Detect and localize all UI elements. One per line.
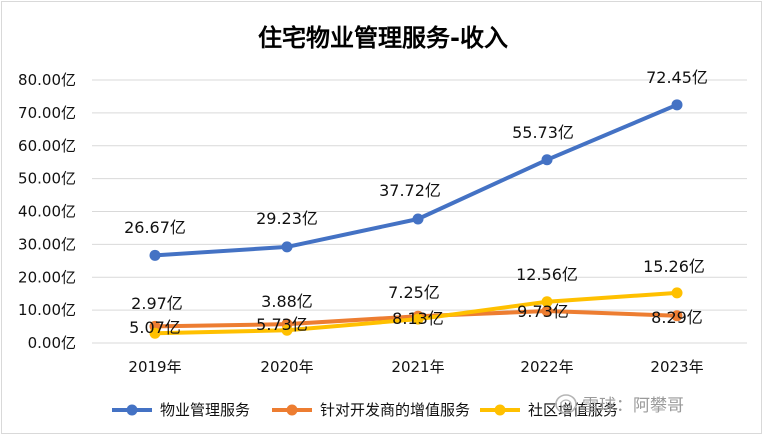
watermark: 雪球：阿攀哥 <box>555 394 684 416</box>
data-label: 55.73亿 <box>512 123 574 142</box>
tick-layer: 0.00亿 10.00亿 20.00亿 30.00亿 40.00亿 50.00亿 60.00… <box>18 71 704 376</box>
data-point <box>671 287 683 299</box>
data-label: 37.72亿 <box>379 181 441 200</box>
data-point <box>541 305 553 317</box>
y-tick-label: 0.00亿 <box>28 334 76 352</box>
x-tick-label: 2019年 <box>128 358 181 376</box>
data-point <box>671 99 683 111</box>
data-label: 15.26亿 <box>643 257 705 276</box>
series-layer <box>149 99 683 339</box>
data-point <box>412 313 424 325</box>
data-label: 8.29亿 <box>651 308 703 327</box>
legend: 物业管理服务 针对开发商的增值服务 社区增值服务 <box>112 401 618 419</box>
data-point <box>541 154 553 166</box>
snowball-logo-icon <box>555 394 577 414</box>
label-layer: 26.67亿 29.23亿 37.72亿 55.73亿 72.45亿 5.07亿 5.73亿… <box>124 68 708 337</box>
chart-title: 住宅物业管理服务-收入 <box>258 24 508 52</box>
data-point <box>281 324 293 336</box>
y-tick-label: 50.00亿 <box>18 170 76 188</box>
data-label: 5.73亿 <box>256 315 308 334</box>
legend-swatch-marker <box>286 404 298 416</box>
data-point <box>541 296 553 308</box>
legend-label: 物业管理服务 <box>160 401 250 419</box>
grid-layer <box>92 79 747 344</box>
data-point <box>149 327 161 339</box>
watermark-text: 雪球：阿攀哥 <box>582 396 684 416</box>
y-tick-label: 30.00亿 <box>18 235 76 253</box>
legend-swatch-marker <box>126 404 138 416</box>
y-tick-label: 40.00亿 <box>18 203 76 221</box>
data-label: 72.45亿 <box>646 68 708 87</box>
y-tick-label: 60.00亿 <box>18 137 76 155</box>
data-point <box>281 241 293 253</box>
data-point <box>412 213 424 225</box>
y-tick-label: 10.00亿 <box>18 301 76 319</box>
x-tick-label: 2021年 <box>391 358 444 376</box>
data-point <box>149 249 161 261</box>
data-label: 26.67亿 <box>124 218 186 237</box>
legend-swatch-marker <box>494 404 506 416</box>
data-label: 12.56亿 <box>516 265 578 284</box>
x-tick-label: 2023年 <box>650 358 703 376</box>
data-label: 9.73亿 <box>517 302 569 321</box>
data-label: 3.88亿 <box>261 292 313 311</box>
x-tick-label: 2020年 <box>260 358 313 376</box>
data-label: 7.25亿 <box>388 283 440 302</box>
y-tick-label: 70.00亿 <box>18 104 76 122</box>
data-label: 29.23亿 <box>256 209 318 228</box>
data-label: 2.97亿 <box>131 294 183 313</box>
x-tick-label: 2022年 <box>520 358 573 376</box>
data-point <box>671 310 683 322</box>
data-label: 5.07亿 <box>129 318 181 337</box>
legend-label: 针对开发商的增值服务 <box>320 401 470 419</box>
y-tick-label: 80.00亿 <box>18 71 76 89</box>
y-tick-label: 20.00亿 <box>18 268 76 286</box>
data-label: 8.13亿 <box>392 309 444 328</box>
